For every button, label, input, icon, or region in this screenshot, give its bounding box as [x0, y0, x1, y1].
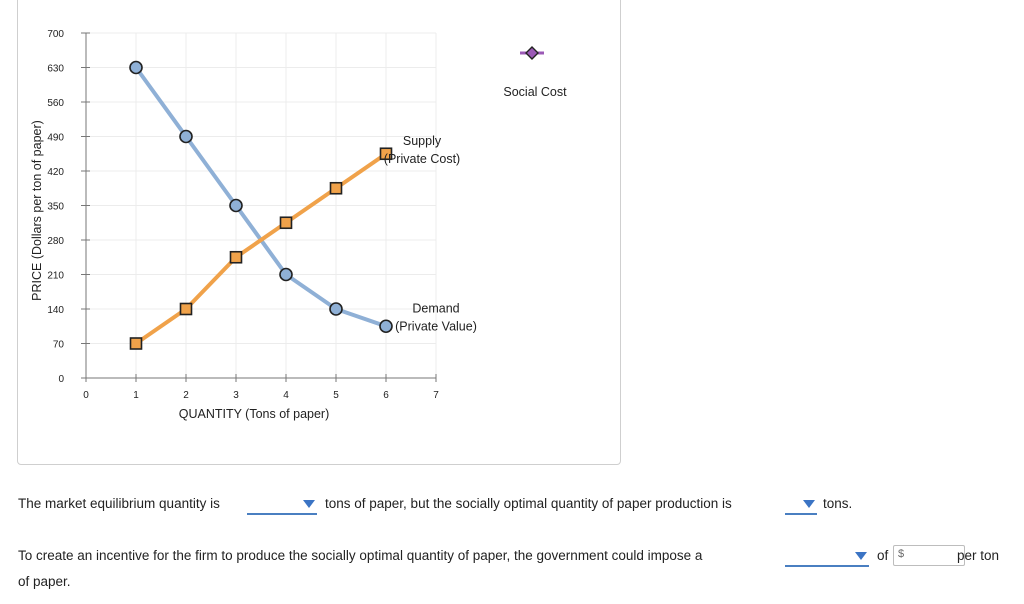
- demand-point: [279, 267, 293, 282]
- graph-panel: 0 70 140 210 280 350 420 490 560 630 700 0 1 2 3 4 5 6 7 QU…: [17, 0, 621, 465]
- demand-point: [179, 129, 193, 144]
- y-tick-label: 350: [47, 202, 64, 213]
- chevron-down-icon: [803, 500, 815, 508]
- y-tick-label: 630: [47, 64, 64, 75]
- chevron-down-icon: [303, 500, 315, 508]
- x-tick-label: 2: [183, 390, 189, 401]
- y-tick-label: 280: [47, 236, 64, 247]
- series-label: Supply: [403, 134, 442, 148]
- supply-point: [379, 147, 393, 161]
- social-optimal-quantity-dropdown[interactable]: [785, 495, 817, 515]
- diamond-icon: [525, 46, 539, 60]
- y-tick-label: 700: [47, 29, 64, 40]
- demand-point: [329, 302, 343, 316]
- y-tick-label: 210: [47, 271, 64, 282]
- question-2-text-b: of: [877, 548, 889, 563]
- x-tick-label: 4: [283, 390, 289, 401]
- y-tick-label: 140: [47, 305, 64, 316]
- x-tick-label: 5: [333, 390, 339, 401]
- demand-point: [129, 60, 143, 75]
- question-2-text-a: To create an incentive for the firm to p…: [18, 548, 703, 563]
- equilibrium-quantity-dropdown[interactable]: [247, 495, 317, 515]
- series-label: Demand: [412, 301, 459, 315]
- question-1-text-b: tons of paper, but the socially optimal …: [325, 496, 732, 511]
- supply-point: [129, 337, 143, 350]
- supply-point: [279, 216, 293, 230]
- question-2-text-c: per ton: [957, 548, 1000, 563]
- supply-point: [229, 250, 243, 264]
- x-tick-label: 0: [83, 390, 89, 401]
- x-tick-label: 7: [433, 390, 439, 401]
- supply-point: [179, 302, 193, 316]
- x-tick-label: 6: [383, 390, 389, 401]
- currency-symbol: $: [898, 548, 905, 560]
- x-tick-label: 3: [233, 390, 239, 401]
- chevron-down-icon: [855, 552, 867, 560]
- supply-point: [329, 181, 343, 195]
- y-axis-title: PRICE (Dollars per ton of paper): [30, 120, 44, 301]
- x-tick-label: 1: [133, 390, 139, 401]
- question-1-text-c: tons.: [823, 496, 853, 511]
- economics-graph[interactable]: 0 70 140 210 280 350 420 490 560 630 700 0 1 2 3 4 5 6 7 QU…: [18, 0, 620, 464]
- y-tick-label: 420: [47, 167, 64, 178]
- y-tick-label: 560: [47, 98, 64, 109]
- y-tick-label: 0: [58, 374, 64, 385]
- series-label: (Private Value): [395, 319, 477, 333]
- series-label: (Private Cost): [384, 152, 460, 166]
- question-1-text-a: The market equilibrium quantity is: [18, 496, 220, 511]
- series-line-1: [134, 151, 388, 346]
- y-tick-label: 70: [53, 340, 65, 351]
- social-cost-tool-label: Social Cost: [503, 85, 567, 99]
- question-2-text-d: of paper.: [18, 574, 71, 589]
- series-line-0: [134, 65, 388, 329]
- x-axis-title: QUANTITY (Tons of paper): [179, 407, 330, 421]
- tax-amount-input[interactable]: $: [893, 545, 965, 566]
- demand-point: [379, 319, 393, 334]
- demand-point: [229, 198, 243, 213]
- policy-type-dropdown[interactable]: [785, 547, 869, 567]
- y-tick-label: 490: [47, 133, 64, 144]
